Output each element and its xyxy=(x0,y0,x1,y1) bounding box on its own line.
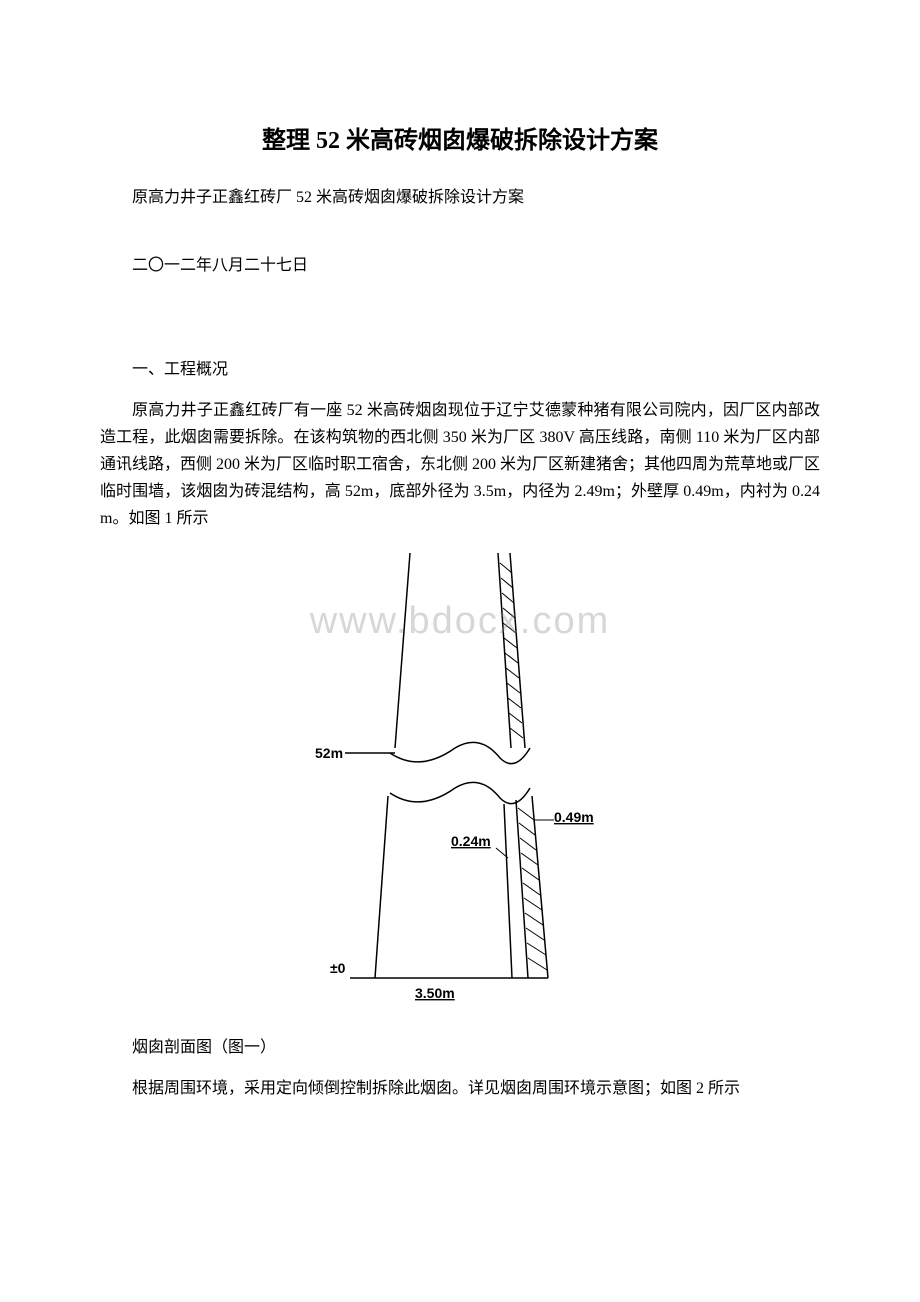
hatch xyxy=(518,808,534,820)
hatch xyxy=(507,683,520,693)
upper-left-outer xyxy=(395,553,410,748)
hatch xyxy=(519,823,535,835)
section-one-heading: 一、工程概况 xyxy=(100,355,820,379)
upper-right-inner xyxy=(498,553,511,748)
hatch xyxy=(501,578,513,588)
hatch xyxy=(502,593,514,603)
chimney-svg: 52m ±0 3.50m 0.24m 0.49m xyxy=(280,548,640,1018)
paragraph-two: 根据周围环境，采用定向倾倒控制拆除此烟囱。详见烟囱周围环境示意图；如图 2 所示 xyxy=(100,1075,820,1102)
height-label: 52m xyxy=(315,745,343,761)
lower-right-liner xyxy=(504,804,512,978)
subtitle-text: 原高力井子正鑫红砖厂 52 米高砖烟囱爆破拆除设计方案 xyxy=(100,185,820,211)
hatch xyxy=(503,623,516,633)
paragraph-one: 原高力井子正鑫红砖厂有一座 52 米高砖烟囱现位于辽宁艾德蒙种猪有限公司院内，因… xyxy=(100,397,820,533)
hatch xyxy=(510,728,523,738)
zero-ref-label: ±0 xyxy=(330,960,346,976)
inner-liner-label: 0.24m xyxy=(451,833,491,849)
upper-right-outer xyxy=(510,553,525,748)
document-page: 整理 52 米高砖烟囱爆破拆除设计方案 原高力井子正鑫红砖厂 52 米高砖烟囱爆… xyxy=(0,0,920,1177)
hatch xyxy=(527,943,546,955)
break-line-lower xyxy=(390,782,530,803)
hatch xyxy=(504,638,517,648)
hatch xyxy=(503,608,515,618)
hatch xyxy=(525,913,543,925)
hatch xyxy=(526,928,544,940)
hatch xyxy=(508,698,521,708)
page-title: 整理 52 米高砖烟囱爆破拆除设计方案 xyxy=(100,120,820,155)
base-diameter-label: 3.50m xyxy=(415,985,455,1001)
hatch xyxy=(505,653,518,663)
hatch xyxy=(506,668,519,678)
hatch xyxy=(509,713,522,723)
break-line-upper xyxy=(390,742,530,763)
figure-one-caption: 烟囱剖面图（图一） xyxy=(100,1033,820,1057)
hatch xyxy=(521,853,538,865)
outer-wall-label: 0.49m xyxy=(554,809,594,825)
hatch xyxy=(522,868,539,880)
hatch xyxy=(523,883,540,895)
chimney-cross-section-diagram: 52m ±0 3.50m 0.24m 0.49m xyxy=(280,548,640,1018)
date-text: 二〇一二年八月二十七日 xyxy=(100,251,820,275)
hatch xyxy=(520,838,536,850)
lower-right-inner-wall xyxy=(516,800,528,978)
lower-left-outer xyxy=(375,796,388,978)
hatch xyxy=(528,958,547,970)
hatch xyxy=(524,898,542,910)
